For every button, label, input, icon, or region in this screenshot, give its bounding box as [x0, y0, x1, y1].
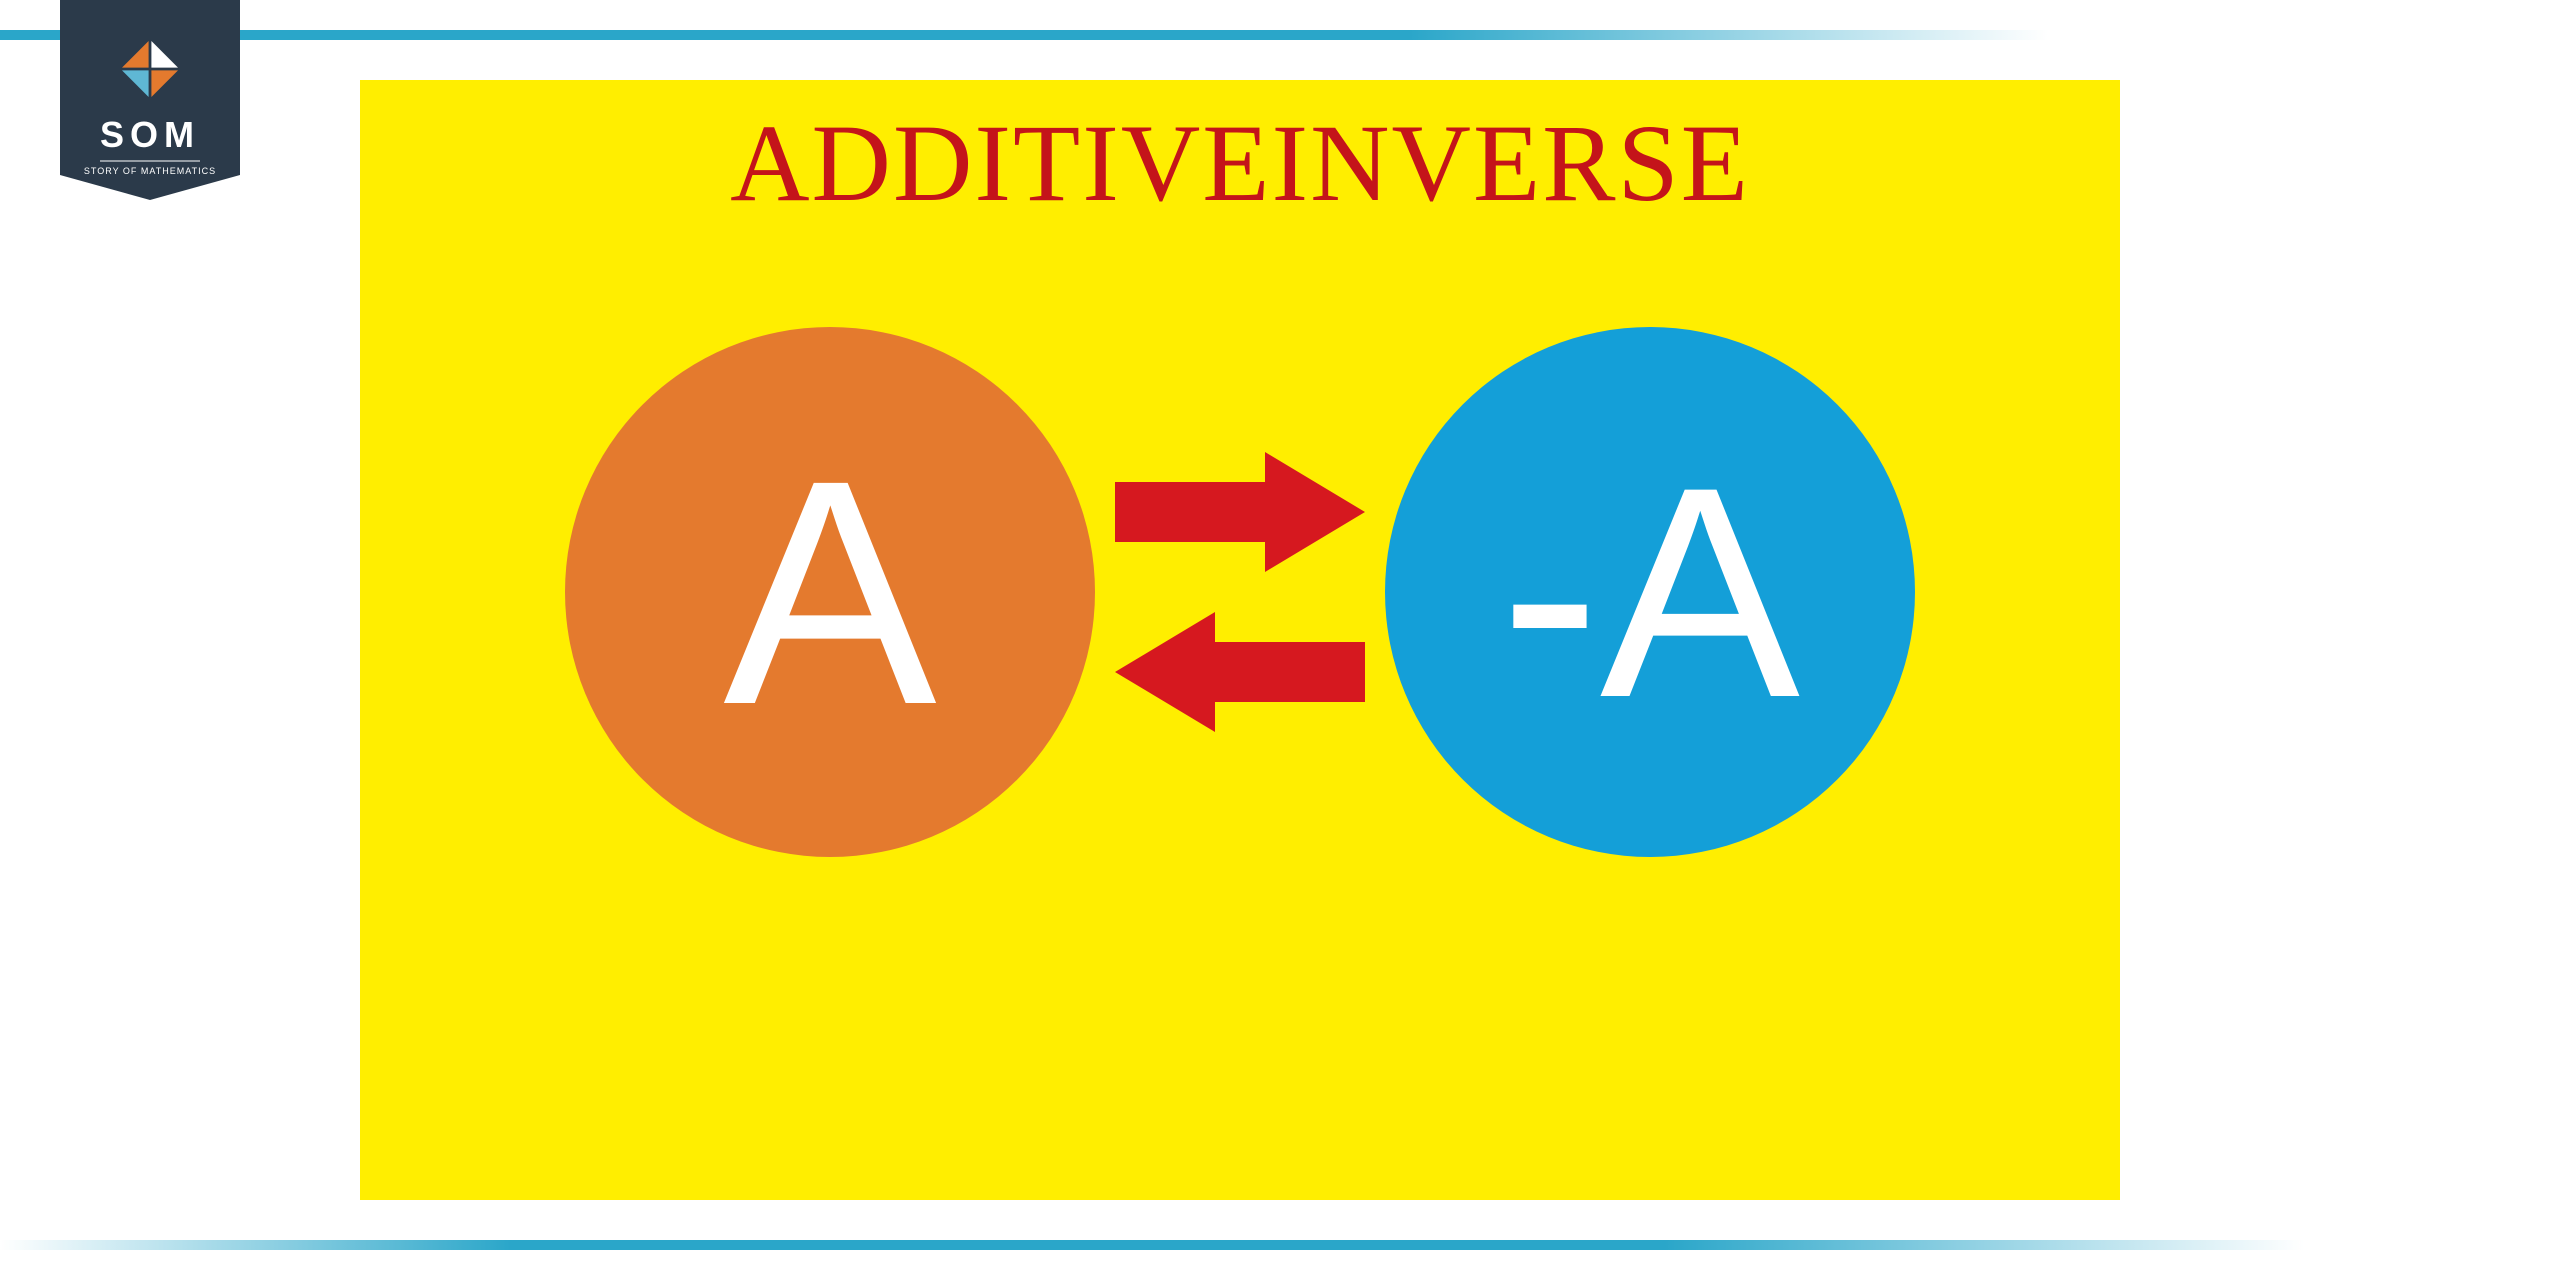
main-panel: ADDITIVEINVERSE A -A	[360, 80, 2120, 1200]
bottom-accent-bar	[0, 1240, 2560, 1250]
som-logo-icon	[115, 34, 185, 104]
logo-badge: SOM STORY OF MATHEMATICS	[60, 0, 240, 200]
circle-left-label: A	[723, 408, 936, 776]
diagram-title: ADDITIVEINVERSE	[730, 100, 1750, 227]
logo-subtext: STORY OF MATHEMATICS	[84, 166, 216, 176]
logo-text: SOM	[100, 114, 200, 162]
top-accent-bar	[0, 30, 2560, 40]
circle-right-label: -A	[1500, 419, 1800, 765]
arrow-left-icon	[1115, 612, 1365, 732]
diagram-container: A -A	[565, 327, 1915, 857]
circle-value-minus-a: -A	[1385, 327, 1915, 857]
arrows-group	[1115, 452, 1365, 732]
circle-value-a: A	[565, 327, 1095, 857]
arrow-right-icon	[1115, 452, 1365, 572]
